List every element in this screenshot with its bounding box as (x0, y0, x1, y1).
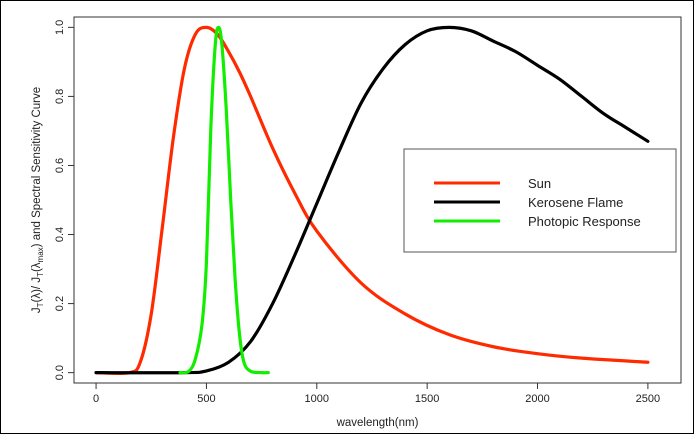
y-title-sub-a: T (36, 302, 45, 307)
y-tick-label: 0.4 (54, 227, 66, 242)
x-axis-title: wavelength(nm) (336, 417, 419, 429)
x-tick-label: 1000 (305, 393, 329, 405)
series-line-sun (94, 25, 650, 376)
series-lines (94, 25, 650, 376)
series-line-kerosene-flame (94, 25, 650, 375)
y-title-part-d: ) and Spectral Sensitivity Curve (31, 87, 43, 247)
legend-label-photopic: Photopic Response (528, 214, 641, 229)
y-tick-label: 0.2 (54, 296, 66, 311)
y-tick-label: 0.8 (54, 89, 66, 104)
x-tick-label: 1500 (415, 393, 439, 405)
legend-label-kerosene: Kerosene Flame (528, 195, 623, 210)
y-tick-label: 0.0 (54, 365, 66, 380)
x-tick-label: 0 (93, 393, 99, 405)
y-tick-label: 0.6 (54, 158, 66, 173)
y-title-sub-c: max (36, 247, 45, 262)
axes: 0 500 1000 1500 2000 2500 0.0 0.2 0.4 0.6 0.8 1.0 (54, 20, 660, 405)
y-axis-title: JT(λ)/ JT(λmax) and Spectral Sensitivity… (31, 87, 45, 313)
legend: Sun Kerosene Flame Photopic Response (403, 148, 677, 253)
x-tick-label: 2500 (636, 393, 660, 405)
y-title-sub-b: T (36, 272, 45, 277)
y-title-part-a: J (31, 307, 43, 313)
series-line-photopic-response (178, 25, 270, 375)
x-tick-label: 2000 (525, 393, 549, 405)
legend-label-sun: Sun (528, 176, 551, 191)
y-title-part-b: (λ)/ J (31, 277, 43, 303)
x-tick-label: 500 (197, 393, 215, 405)
y-title-part-c: (λ (31, 262, 43, 272)
y-tick-label: 1.0 (54, 20, 66, 35)
